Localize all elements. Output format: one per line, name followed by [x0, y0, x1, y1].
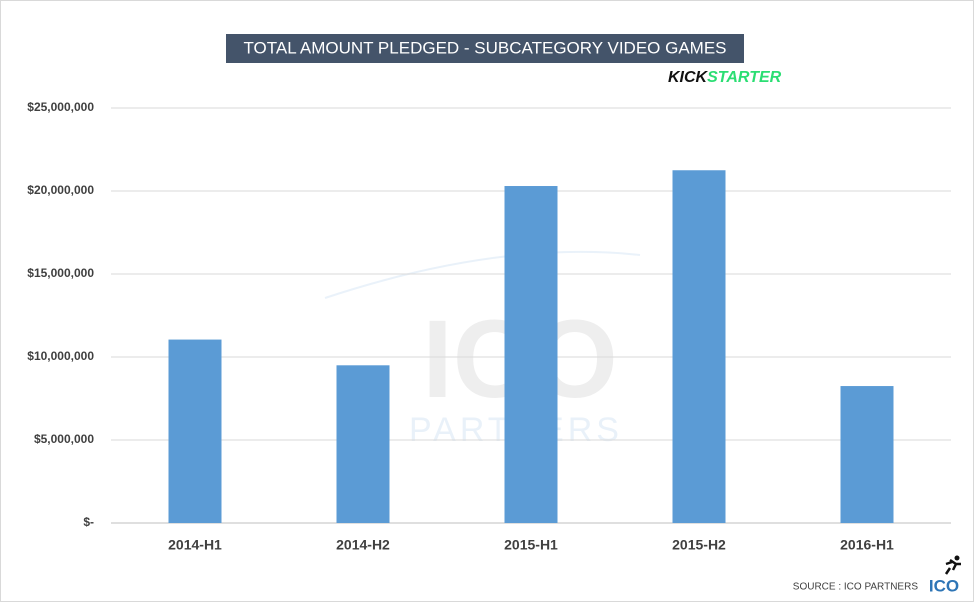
bar: [336, 365, 390, 523]
y-tick-label: $25,000,000: [27, 100, 94, 114]
title-box: [226, 34, 744, 63]
y-tick-label: $20,000,000: [27, 183, 94, 197]
source-note: SOURCE : ICO PARTNERS: [793, 582, 919, 593]
x-tick-label: 2014-H2: [336, 537, 390, 553]
y-tick-label: $10,000,000: [27, 349, 94, 363]
bar: [168, 339, 222, 523]
logo-part: KICK: [668, 69, 709, 86]
runner-icon: [944, 558, 961, 575]
runner-head: [954, 555, 960, 561]
x-tick-label: 2016-H1: [840, 537, 894, 553]
y-tick-label: $-: [83, 515, 94, 529]
logo-part: STARTER: [707, 69, 782, 86]
watermark-swoosh: [324, 250, 641, 299]
x-tick-label: 2015-H2: [672, 537, 726, 553]
x-tick-label: 2015-H1: [504, 537, 558, 553]
bar: [840, 386, 894, 523]
y-tick-label: $15,000,000: [27, 266, 94, 280]
bar: [504, 186, 558, 523]
bar: [672, 170, 726, 523]
y-tick-label: $5,000,000: [34, 432, 94, 446]
source-logo: ICO: [929, 576, 959, 595]
kickstarter-logo: KICKSTARTER: [668, 69, 782, 86]
x-tick-label: 2014-H1: [168, 537, 222, 553]
chart-title: TOTAL AMOUNT PLEDGED - SUBCATEGORY VIDEO…: [243, 38, 726, 57]
